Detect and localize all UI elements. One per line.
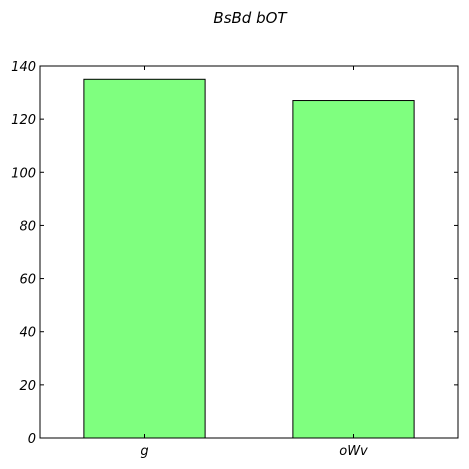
y-tick-label: 40 [19, 326, 36, 341]
y-tick-label: 140 [11, 60, 36, 75]
y-tick-label: 80 [19, 219, 36, 234]
x-tick-label: oWv [339, 444, 368, 459]
x-tick-label: g [140, 444, 148, 459]
chart-title: BsBd bOT [213, 9, 288, 27]
y-tick-label: 60 [19, 273, 36, 288]
axes-frame [39, 65, 459, 439]
y-tick-label: 120 [11, 113, 36, 128]
y-tick-label: 100 [11, 166, 36, 181]
y-tick-label: 0 [28, 432, 36, 447]
plot-area: 0 20 40 60 80 100 120 140 g oWv [11, 60, 458, 459]
bar-g [83, 78, 206, 439]
y-tick-label: 20 [19, 379, 36, 394]
bar-oWv [292, 100, 415, 439]
